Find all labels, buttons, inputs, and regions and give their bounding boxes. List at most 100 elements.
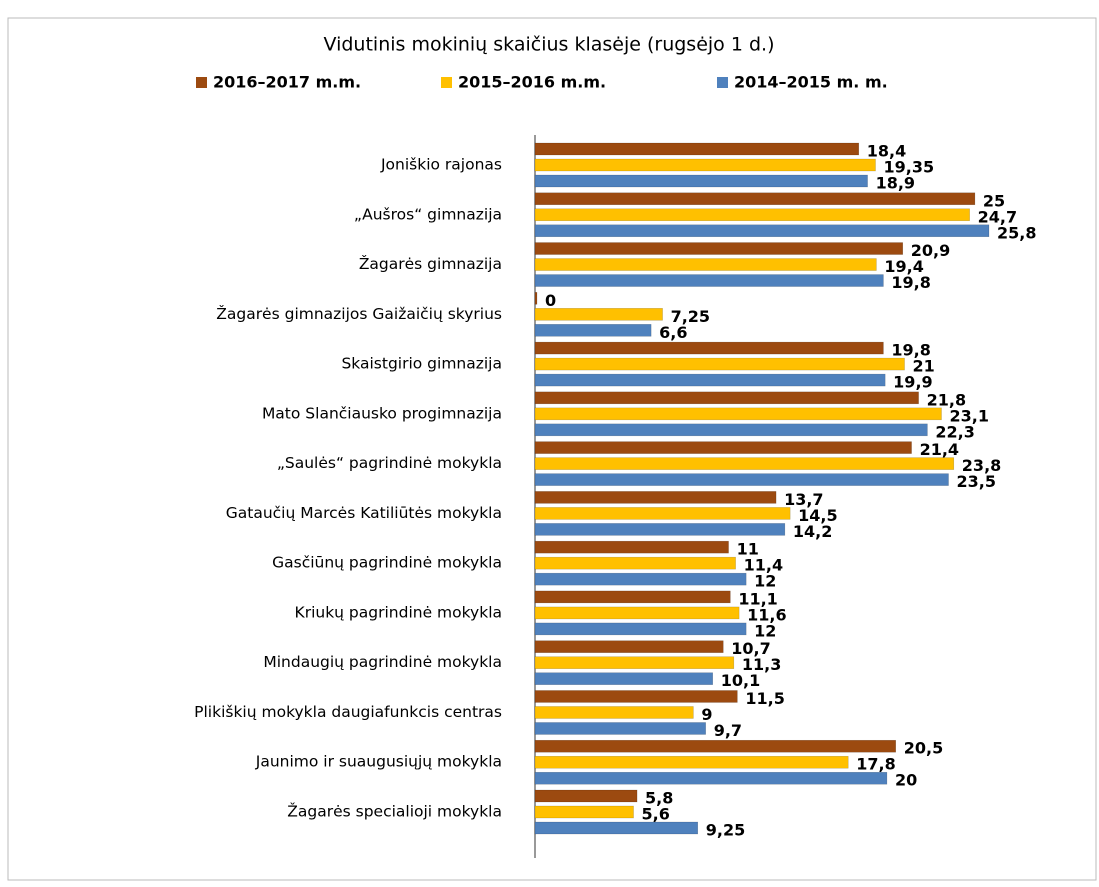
bar bbox=[534, 556, 736, 570]
legend-label: 2016–2017 m.m. bbox=[213, 73, 361, 92]
legend-swatch bbox=[196, 77, 207, 88]
bar bbox=[534, 407, 942, 421]
bar bbox=[534, 755, 849, 769]
category-label: Žagarės gimnazija bbox=[359, 254, 502, 273]
value-label: 10,7 bbox=[731, 639, 770, 658]
value-label: 11,4 bbox=[744, 556, 783, 575]
bar bbox=[534, 656, 735, 669]
value-label: 11,6 bbox=[747, 605, 786, 624]
bar bbox=[534, 622, 747, 636]
value-label: 19,9 bbox=[893, 373, 932, 392]
value-label: 9,25 bbox=[706, 821, 745, 840]
category-label: Mindaugių pagrindinė mokykla bbox=[263, 653, 502, 671]
bar bbox=[534, 208, 970, 222]
category-label: „Aušros“ gimnazija bbox=[354, 205, 502, 223]
value-label: 11 bbox=[737, 540, 759, 559]
category-label: „Saulės“ pagrindinė mokykla bbox=[277, 454, 502, 472]
bar bbox=[534, 606, 740, 620]
bar bbox=[534, 540, 729, 554]
bar bbox=[534, 821, 699, 835]
value-label: 12 bbox=[754, 621, 776, 640]
legend-swatch bbox=[441, 77, 452, 88]
value-label: 22,3 bbox=[935, 422, 974, 441]
value-label: 6,6 bbox=[659, 323, 687, 342]
bar bbox=[534, 142, 860, 156]
legend-label: 2014–2015 m. m. bbox=[734, 73, 888, 92]
bar bbox=[534, 590, 731, 604]
value-label: 11,3 bbox=[742, 655, 781, 674]
bar bbox=[534, 789, 638, 803]
value-label: 20,9 bbox=[911, 241, 950, 260]
bar bbox=[534, 672, 713, 685]
bar bbox=[534, 242, 904, 255]
value-label: 18,9 bbox=[876, 174, 915, 193]
bar bbox=[534, 457, 955, 470]
bar bbox=[534, 174, 868, 188]
bar bbox=[534, 441, 912, 454]
value-label: 5,6 bbox=[642, 805, 670, 824]
bar bbox=[534, 391, 919, 405]
value-label: 11,1 bbox=[738, 589, 777, 608]
value-label: 25,8 bbox=[997, 223, 1036, 242]
bar bbox=[534, 274, 884, 287]
bar bbox=[534, 258, 877, 271]
category-label: Žagarės gimnazijos Gaižaičių skyrius bbox=[216, 304, 502, 323]
value-label: 9 bbox=[701, 705, 712, 724]
bar bbox=[534, 572, 747, 586]
category-label: Gasčiūnų pagrindinė mokykla bbox=[272, 554, 502, 572]
bar bbox=[534, 357, 905, 371]
value-label: 23,8 bbox=[962, 456, 1001, 475]
legend-swatch bbox=[717, 77, 728, 88]
value-label: 9,7 bbox=[714, 721, 742, 740]
value-label: 5,8 bbox=[645, 789, 673, 808]
value-label: 14,2 bbox=[793, 522, 832, 541]
category-label: Plikiškių mokykla daugiafunkcis centras bbox=[194, 703, 502, 721]
bar bbox=[534, 507, 791, 520]
legend-label: 2015–2016 m.m. bbox=[458, 73, 606, 92]
value-label: 24,7 bbox=[978, 207, 1017, 226]
value-label: 0 bbox=[545, 291, 556, 310]
value-label: 12 bbox=[754, 572, 776, 591]
category-label: Skaistgirio gimnazija bbox=[341, 355, 502, 373]
value-label: 23,1 bbox=[949, 406, 988, 425]
bar bbox=[534, 473, 949, 486]
value-label: 7,25 bbox=[671, 307, 710, 326]
bar bbox=[534, 640, 724, 653]
value-label: 21,4 bbox=[920, 440, 959, 459]
bar bbox=[534, 805, 634, 819]
category-label: Kriukų pagrindinė mokykla bbox=[295, 603, 502, 621]
bar bbox=[534, 158, 876, 172]
value-label: 14,5 bbox=[798, 506, 837, 525]
bar bbox=[534, 292, 538, 305]
bar bbox=[534, 224, 990, 238]
category-label: Mato Slančiausko progimnazija bbox=[262, 404, 502, 422]
value-label: 21,8 bbox=[927, 390, 966, 409]
value-label: 25 bbox=[983, 191, 1005, 210]
value-label: 20,5 bbox=[904, 739, 943, 758]
bar bbox=[534, 308, 663, 321]
bar bbox=[534, 491, 777, 504]
bar bbox=[534, 192, 976, 206]
value-label: 19,8 bbox=[891, 273, 930, 292]
value-label: 20 bbox=[895, 771, 917, 790]
bar bbox=[534, 523, 786, 536]
category-label: Jaunimo ir suaugusiųjų mokykla bbox=[255, 753, 502, 771]
value-label: 13,7 bbox=[784, 490, 823, 509]
value-label: 10,1 bbox=[721, 671, 760, 690]
value-label: 18,4 bbox=[867, 142, 906, 161]
value-label: 19,35 bbox=[884, 158, 935, 177]
category-label: Joniškio rajonas bbox=[380, 156, 502, 174]
bar bbox=[534, 324, 652, 337]
value-label: 21 bbox=[913, 357, 935, 376]
bar bbox=[534, 739, 896, 753]
bar bbox=[534, 771, 888, 785]
value-label: 23,5 bbox=[957, 472, 996, 491]
value-label: 19,4 bbox=[884, 257, 923, 276]
bar bbox=[534, 722, 706, 735]
bar bbox=[534, 341, 884, 355]
value-label: 19,8 bbox=[891, 341, 930, 360]
value-label: 17,8 bbox=[856, 755, 895, 774]
category-label: Gataučių Marcės Katiliūtės mokykla bbox=[226, 504, 502, 522]
